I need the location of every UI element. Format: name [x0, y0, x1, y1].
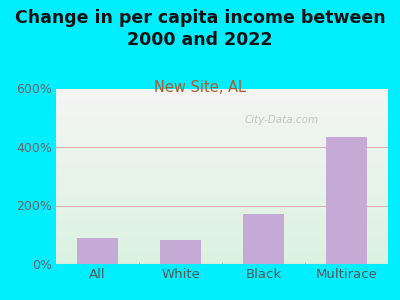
- Text: City-Data.com: City-Data.com: [245, 115, 319, 125]
- Bar: [326, 137, 367, 264]
- Text: Change in per capita income between
2000 and 2022: Change in per capita income between 2000…: [15, 9, 385, 49]
- Text: New Site, AL: New Site, AL: [154, 80, 246, 94]
- Bar: [160, 240, 201, 264]
- Bar: [77, 238, 118, 264]
- Bar: [243, 214, 284, 264]
